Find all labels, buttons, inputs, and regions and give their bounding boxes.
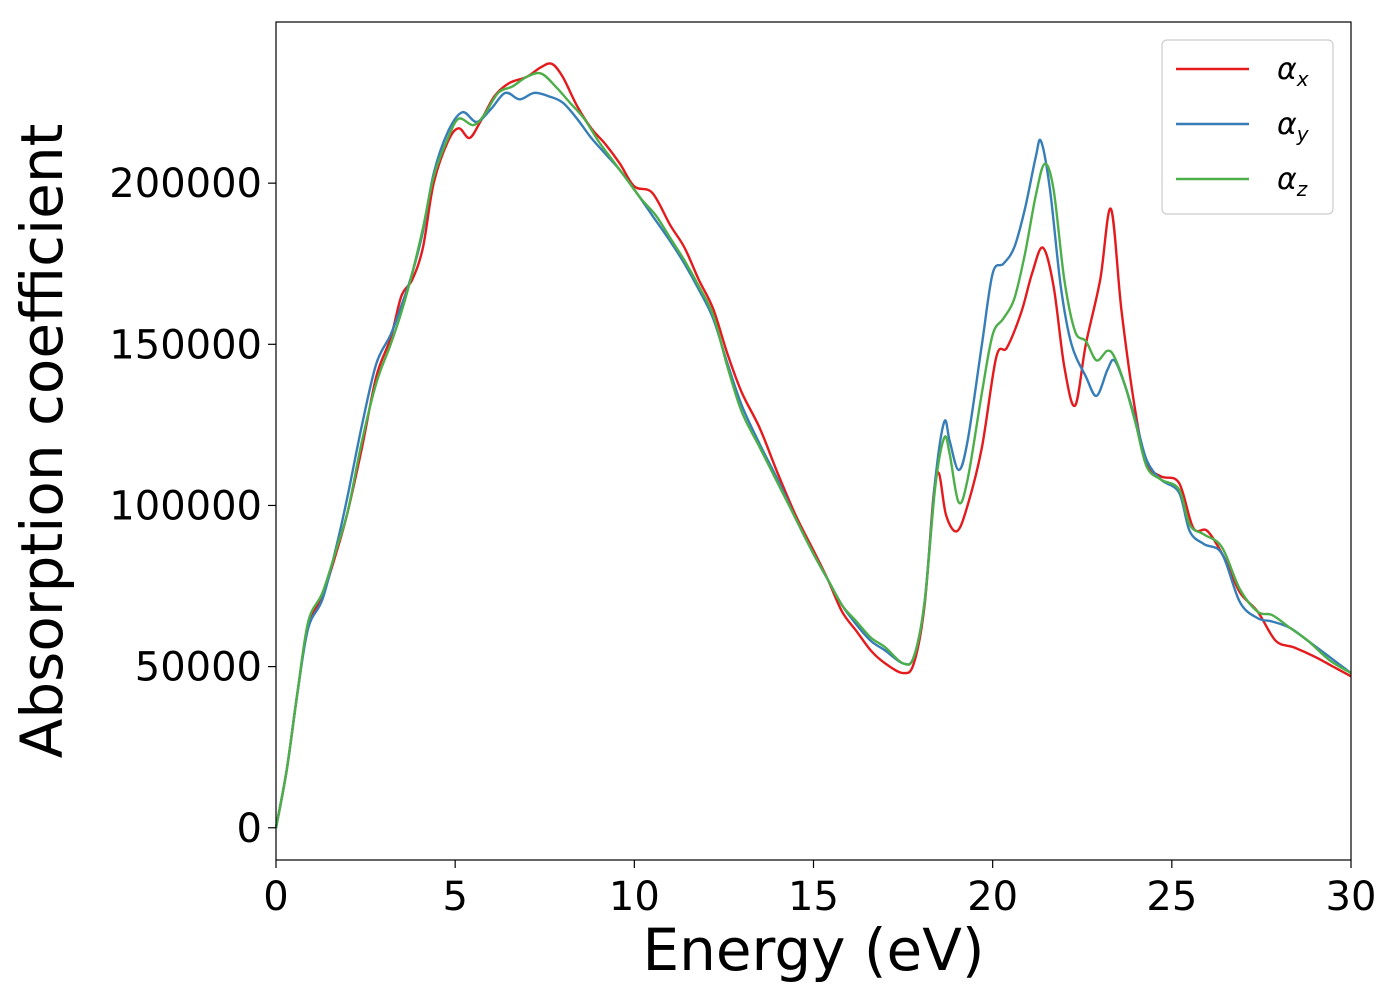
x-tick-label: 20 <box>967 874 1018 920</box>
x-tick-label: 30 <box>1326 874 1377 920</box>
x-tick-label: 10 <box>609 874 660 920</box>
series-line-z <box>274 71 1352 828</box>
x-axis-label: Energy (eV) <box>642 916 984 984</box>
series-layer <box>274 62 1352 828</box>
x-tick-label: 0 <box>263 874 288 920</box>
x-tick-label: 15 <box>788 874 839 920</box>
y-axis-label: Absorption coefficient <box>8 124 76 759</box>
y-tick-label: 100000 <box>109 483 262 529</box>
x-axis-ticks: 0 5 10 15 20 25 30 <box>263 860 1376 920</box>
y-tick-label: 50000 <box>135 645 262 691</box>
y-axis-ticks: 0 50000 100000 150000 200000 <box>109 161 276 852</box>
x-tick-label: 5 <box>442 874 467 920</box>
legend-label-y: αy <box>1277 107 1310 146</box>
legend-label-z: αz <box>1277 162 1308 201</box>
legend: αx αy αz <box>1161 39 1334 215</box>
y-tick-label: 150000 <box>109 322 262 368</box>
y-tick-label: 0 <box>237 806 262 852</box>
y-tick-label: 200000 <box>109 161 262 207</box>
legend-label-x: αx <box>1277 52 1309 91</box>
legend-box <box>1161 39 1334 215</box>
x-tick-label: 25 <box>1146 874 1197 920</box>
